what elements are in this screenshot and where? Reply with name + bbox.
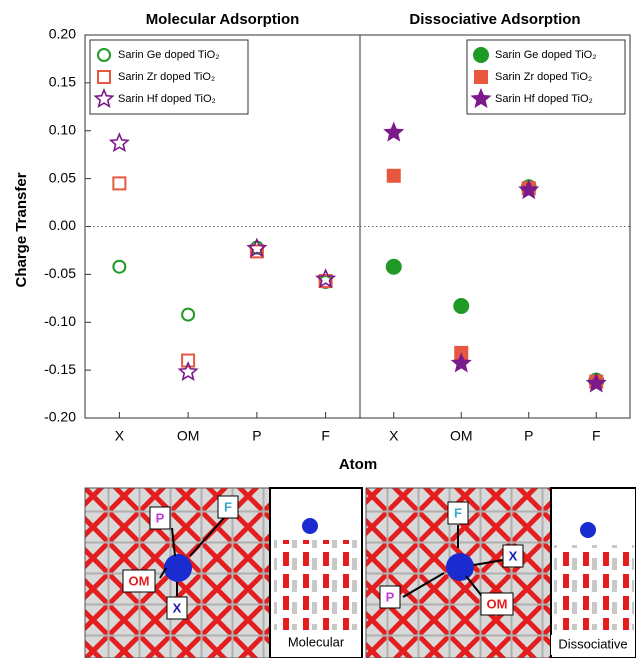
structure-label: OM [129,573,150,588]
inset-lattice [274,540,358,630]
marker [111,134,128,150]
marker [385,124,402,140]
structure-label: P [156,510,165,525]
y-tick-label: 0.10 [49,121,76,137]
dopant-atom [446,553,474,581]
x-tick-label: P [524,428,533,444]
figure: -0.20 -0.15 -0.10 -0.05 0.00 0.05 0.10 0.15 0.20… [0,0,636,658]
legend-label: Sarin Ge doped TiO₂ [118,49,220,61]
y-tick-label: 0.05 [49,169,76,185]
structure-label: OM [487,596,508,611]
x-tick-label: F [592,428,601,444]
structure-label: X [173,600,182,615]
x-axis-label: Atom [339,456,377,473]
panel-title: Dissociative Adsorption [409,11,580,28]
panel-title: Molecular Adsorption [146,11,300,28]
y-tick-label: 0.20 [49,26,76,42]
dopant-atom [580,522,596,538]
marker [182,309,194,321]
x-tick-label: OM [450,428,473,444]
structure-label: F [454,505,462,520]
x-tick-label: X [115,428,125,444]
y-tick-label: -0.05 [44,265,76,281]
structure-label: F [224,499,232,514]
y-tick-label: -0.15 [44,361,76,377]
structure-label: P [386,589,395,604]
structure-label: X [509,548,518,563]
y-tick-label: -0.20 [44,409,76,425]
marker [113,177,125,189]
marker [113,261,125,273]
x-tick-label: OM [177,428,200,444]
y-tick-label: 0.15 [49,74,76,90]
marker [474,48,488,62]
x-tick-label: P [252,428,261,444]
marker [475,71,487,83]
legend-label: Sarin Hf doped TiO₂ [495,93,593,105]
legend-label: Sarin Zr doped TiO₂ [495,71,592,83]
y-axis-label: Charge Transfer [13,172,30,287]
dopant-atom [302,518,318,534]
legend-label: Sarin Zr doped TiO₂ [118,71,215,83]
inset-lattice [554,545,634,630]
dopant-atom [164,554,192,582]
y-tick-label: -0.10 [44,313,76,329]
y-tick-label: 0.00 [49,217,76,233]
x-tick-label: F [321,428,330,444]
x-tick-label: X [389,428,399,444]
marker [388,170,400,182]
legend-label: Sarin Ge doped TiO₂ [495,49,597,61]
marker [454,299,468,313]
caption: Dissociative [558,636,627,651]
marker [387,260,401,274]
legend-label: Sarin Hf doped TiO₂ [118,93,216,105]
caption: Molecular [288,634,345,649]
